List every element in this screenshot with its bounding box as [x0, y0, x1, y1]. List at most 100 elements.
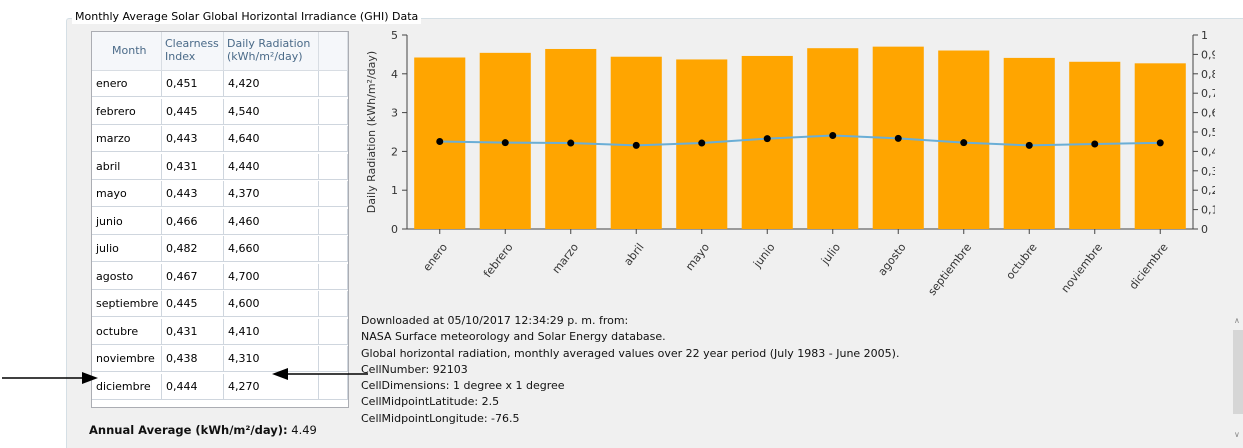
grid-header: Month Clearness Index Daily Radiation (k…	[92, 32, 348, 71]
x-tick-label: diciembre	[1127, 241, 1171, 292]
clearness-cell: 0,431	[162, 318, 224, 345]
table-row[interactable]: noviembre 0,438 4,310	[92, 346, 348, 372]
right-pointer-arrow-icon	[272, 368, 368, 380]
y2-tick-label: 0,6	[1201, 107, 1215, 120]
info-line: Global horizontal radiation, monthly ave…	[361, 346, 900, 360]
table-row[interactable]: octubre 0,431 4,410	[92, 318, 348, 345]
clearness-cell: 0,445	[162, 291, 224, 317]
download-info: Downloaded at 05/10/2017 12:34:29 p. m. …	[361, 313, 899, 427]
bar	[741, 55, 793, 230]
y-tick-label: 4	[391, 68, 398, 81]
clearness-point	[1025, 141, 1033, 149]
info-line: CellMidpointLatitude: 2.5	[361, 395, 500, 409]
filler-cell	[319, 318, 348, 345]
table-row[interactable]: junio 0,466 4,460	[92, 208, 348, 235]
radiation-cell: 4,640	[224, 126, 319, 152]
radiation-chart: 0 1 2 3 4 5 0 0,1 0,2 0,3 0,4 0,5 0,6 0,7 0,8 0,9 1 enero…	[365, 29, 1215, 298]
scroll-up-icon[interactable]: ∧	[1234, 316, 1240, 325]
radiation-cell: 4,600	[224, 291, 319, 317]
group-title: Monthly Average Solar Global Horizontal …	[72, 10, 422, 24]
table-row[interactable]: diciembre 0,444 4,270	[92, 373, 348, 400]
filler-cell	[319, 71, 348, 97]
month-cell: agosto	[92, 263, 162, 290]
clearness-cell: 0,451	[162, 71, 224, 97]
filler-cell	[319, 291, 348, 317]
x-tick-label: mayo	[683, 241, 712, 273]
y-tick-label: 0	[391, 223, 398, 236]
column-header-month[interactable]: Month	[92, 32, 162, 70]
clearness-cell: 0,466	[162, 208, 224, 235]
filler-cell	[319, 346, 348, 372]
column-header-filler	[319, 32, 348, 70]
radiation-cell: 4,660	[224, 236, 319, 262]
month-cell: abril	[92, 153, 162, 180]
radiation-cell: 4,700	[224, 263, 319, 290]
filler-cell	[319, 126, 348, 152]
clearness-point	[436, 138, 444, 146]
clearness-point	[632, 141, 640, 149]
monthly-data-grid[interactable]: Month Clearness Index Daily Radiation (k…	[91, 31, 349, 408]
clearness-cell: 0,431	[162, 153, 224, 180]
column-header-clearness[interactable]: Clearness Index	[162, 32, 224, 70]
month-cell: febrero	[92, 98, 162, 125]
month-cell: septiembre	[92, 291, 162, 317]
annual-average: Annual Average (kWh/m²/day): 4.49	[89, 423, 317, 437]
x-tick-label: noviembre	[1059, 241, 1106, 296]
filler-cell	[319, 263, 348, 290]
column-header-radiation[interactable]: Daily Radiation (kWh/m²/day)	[224, 32, 319, 70]
filler-cell	[319, 236, 348, 262]
scrollbar-thumb[interactable]	[1233, 330, 1243, 414]
radiation-cell: 4,440	[224, 153, 319, 180]
clearness-point	[501, 139, 509, 147]
filler-cell	[319, 181, 348, 207]
x-tick-label: febrero	[481, 241, 516, 280]
bar	[545, 48, 597, 229]
radiation-cell: 4,460	[224, 208, 319, 235]
radiation-cell: 4,270	[224, 373, 319, 400]
table-row[interactable]: agosto 0,467 4,700	[92, 263, 348, 290]
table-row[interactable]: enero 0,451 4,420	[92, 71, 348, 97]
x-tick-label: agosto	[875, 241, 908, 279]
clearness-point	[829, 131, 837, 139]
x-tick-label: junio	[750, 241, 778, 271]
radiation-cell: 4,420	[224, 71, 319, 97]
month-cell: julio	[92, 236, 162, 262]
radiation-cell: 4,310	[224, 346, 319, 372]
info-line: NASA Surface meteorology and Solar Energ…	[361, 330, 666, 344]
y2-tick-label: 0,1	[1201, 204, 1215, 217]
table-row[interactable]: febrero 0,445 4,540	[92, 98, 348, 125]
radiation-cell: 4,540	[224, 98, 319, 125]
table-row[interactable]: marzo 0,443 4,640	[92, 126, 348, 152]
scroll-down-icon[interactable]: ∨	[1234, 430, 1240, 439]
x-tick-label: julio	[818, 241, 843, 268]
clearness-point	[763, 135, 771, 143]
clearness-cell: 0,467	[162, 263, 224, 290]
clearness-cell: 0,444	[162, 373, 224, 400]
x-tick-label: abril	[621, 241, 646, 268]
info-line: CellDimensions: 1 degree x 1 degree	[361, 379, 565, 393]
y2-tick-label: 0,7	[1201, 87, 1215, 100]
clearness-point	[698, 139, 706, 147]
table-row[interactable]: abril 0,431 4,440	[92, 153, 348, 180]
y-tick-label: 3	[391, 107, 398, 120]
table-row[interactable]: julio 0,482 4,660	[92, 236, 348, 262]
info-line: Downloaded at 05/10/2017 12:34:29 p. m. …	[361, 314, 629, 327]
x-tick-label: septiembre	[925, 241, 974, 298]
y2-tick-label: 1	[1201, 29, 1208, 42]
y-tick-label: 5	[391, 29, 398, 42]
y-tick-label: 2	[391, 145, 398, 158]
filler-cell	[319, 153, 348, 180]
y2-tick-label: 0,2	[1201, 184, 1215, 197]
filler-cell	[319, 208, 348, 235]
left-pointer-arrow-icon	[2, 372, 98, 384]
clearness-point	[1156, 139, 1164, 147]
clearness-point	[894, 134, 902, 142]
table-row[interactable]: mayo 0,443 4,370	[92, 181, 348, 207]
clearness-point	[1091, 140, 1099, 148]
month-cell: diciembre	[92, 373, 162, 400]
y-tick-label: 1	[391, 184, 398, 197]
y2-tick-label: 0,9	[1201, 48, 1215, 61]
y2-tick-label: 0,8	[1201, 68, 1215, 81]
radiation-cell: 4,410	[224, 318, 319, 345]
table-row[interactable]: septiembre 0,445 4,600	[92, 291, 348, 317]
